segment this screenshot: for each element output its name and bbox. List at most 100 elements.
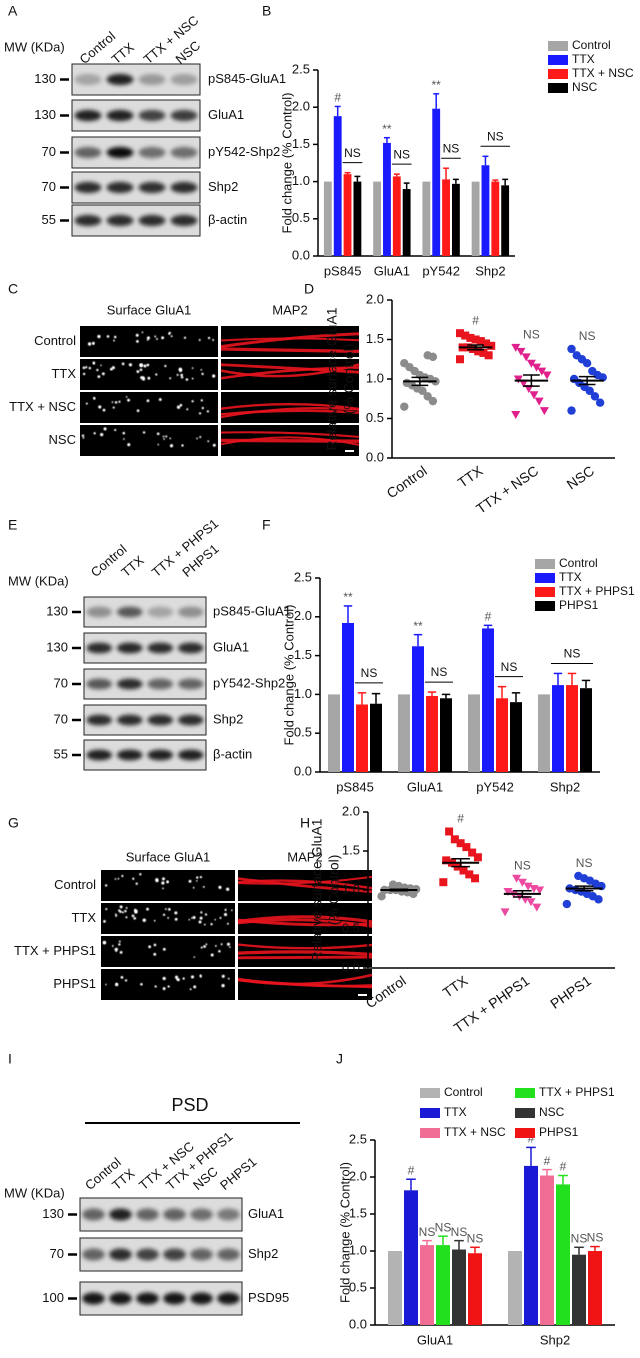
puncta — [135, 882, 138, 885]
x-tick-label: Shp2 — [550, 779, 580, 794]
puncta — [125, 916, 128, 919]
y-tick-label: 2.0 — [366, 291, 384, 306]
band — [86, 606, 113, 618]
dendrite — [237, 943, 373, 950]
puncta — [101, 372, 105, 376]
puncta — [97, 375, 101, 378]
column-header: Surface GluA1 — [107, 302, 192, 317]
dendrite — [220, 363, 360, 374]
data-point — [588, 366, 597, 376]
puncta — [148, 945, 152, 949]
significance-label: NS — [514, 858, 531, 872]
puncta — [81, 434, 85, 437]
band — [138, 181, 166, 194]
y-tick-label: 1.0 — [342, 881, 360, 896]
band-label: Shp2 — [208, 179, 238, 194]
puncta — [200, 946, 203, 949]
data-point — [574, 871, 583, 881]
significance-label: NS — [571, 1231, 588, 1245]
band — [217, 1292, 240, 1305]
puncta — [127, 398, 131, 402]
puncta — [199, 916, 203, 920]
band — [74, 73, 102, 86]
band — [163, 1292, 186, 1305]
band — [106, 109, 134, 122]
dendrite — [237, 875, 373, 885]
mw-marker: 130 — [46, 639, 68, 654]
significance-label: # — [528, 1132, 535, 1146]
bar — [356, 704, 368, 772]
data-point — [526, 359, 536, 368]
puncta — [114, 878, 117, 880]
puncta — [174, 911, 178, 915]
significance-label: # — [544, 1154, 551, 1168]
band — [147, 678, 174, 690]
mw-marker: 55 — [54, 746, 68, 761]
puncta — [114, 947, 118, 952]
puncta — [153, 919, 156, 922]
puncta — [121, 362, 125, 366]
puncta — [153, 952, 157, 956]
data-point — [456, 355, 465, 364]
y-tick-label: 2.5 — [292, 61, 310, 76]
y-tick-label: 2.0 — [342, 803, 360, 818]
y-tick-label: 1.5 — [294, 647, 312, 662]
x-tick-label: GluA1 — [374, 263, 410, 278]
significance-label: NS — [451, 1225, 468, 1239]
puncta — [136, 370, 140, 373]
band — [170, 109, 198, 122]
y-tick-label: 2.5 — [349, 1131, 367, 1146]
puncta — [141, 331, 144, 334]
dendrite — [237, 955, 373, 960]
blot-strip — [79, 1197, 243, 1232]
puncta — [191, 917, 193, 919]
data-point — [439, 878, 448, 887]
puncta — [131, 914, 135, 918]
row-label: TTX — [51, 366, 76, 381]
mw-marker: 55 — [42, 212, 56, 227]
data-point — [484, 351, 493, 360]
band-label: pS845-GluA1 — [213, 603, 291, 618]
puncta — [143, 364, 147, 368]
band — [147, 749, 174, 761]
band — [106, 73, 134, 86]
puncta — [136, 339, 139, 343]
panel-letter: E — [8, 517, 17, 533]
y-axis-label: Relative surface GluA1 — [324, 307, 340, 450]
legend-label: TTX + PHPS1 — [539, 1085, 615, 1099]
band — [177, 749, 204, 761]
data-point — [569, 374, 579, 384]
bar — [342, 623, 354, 772]
puncta — [186, 408, 189, 411]
band — [74, 181, 102, 194]
bar — [468, 694, 480, 772]
puncta — [100, 364, 102, 367]
legend-swatch — [548, 83, 568, 93]
puncta — [174, 975, 179, 979]
mw-marker: 70 — [50, 1246, 64, 1261]
row-label: TTX + PHPS1 — [14, 943, 96, 958]
bar — [556, 1184, 570, 1325]
data-point — [388, 880, 398, 889]
bar — [328, 694, 340, 772]
puncta — [85, 366, 88, 369]
significance-label: # — [485, 610, 492, 624]
puncta — [164, 364, 167, 368]
data-point — [469, 344, 478, 353]
puncta — [169, 377, 172, 380]
y-tick-label: 2.5 — [294, 569, 312, 584]
puncta — [136, 409, 140, 413]
puncta — [218, 885, 222, 889]
puncta — [140, 982, 143, 986]
data-point — [466, 333, 475, 342]
lane-label: PHPS1 — [217, 1154, 259, 1193]
data-point — [473, 853, 482, 862]
dendrite — [220, 406, 360, 419]
y-tick-label: 0.0 — [342, 959, 360, 974]
puncta — [227, 977, 230, 980]
data-point — [524, 384, 534, 393]
puncta — [180, 373, 183, 377]
puncta — [82, 372, 86, 376]
bar — [383, 142, 391, 256]
puncta — [111, 401, 114, 403]
